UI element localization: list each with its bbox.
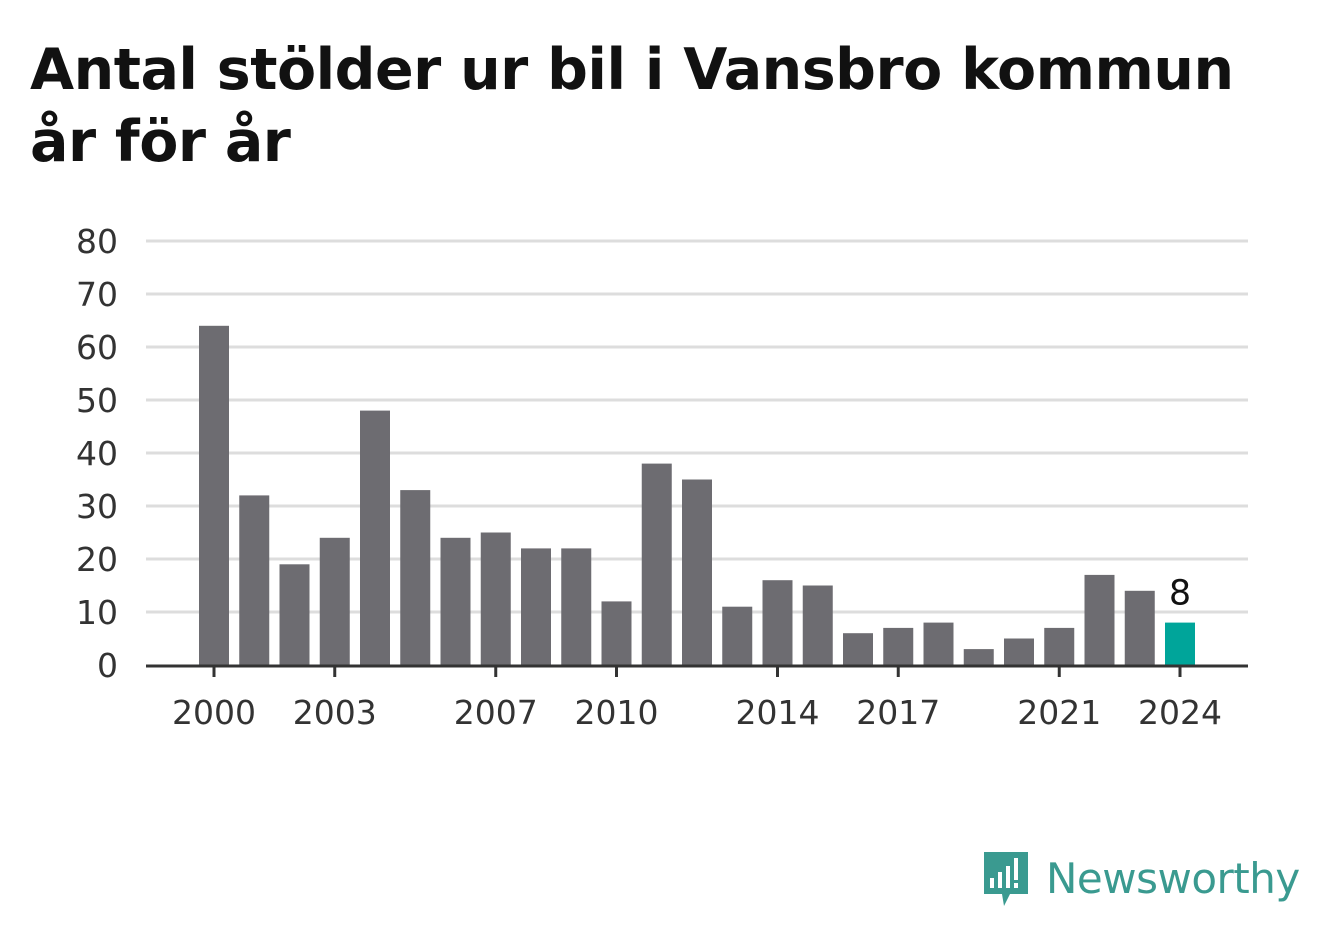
x-tick-label: 2000 — [172, 693, 256, 732]
bar-2017 — [883, 627, 914, 665]
bar-2008 — [521, 548, 551, 665]
x-tick-label: 2024 — [1138, 693, 1222, 732]
y-tick-label: 20 — [76, 540, 118, 579]
x-tick-label: 2010 — [575, 693, 659, 732]
bar-2000 — [199, 325, 229, 665]
data-label-2024: 8 — [1169, 574, 1191, 614]
x-axis — [146, 664, 1248, 677]
bar-2024 — [1165, 622, 1195, 665]
bar-2022 — [1084, 574, 1115, 665]
bar-2007 — [480, 532, 511, 665]
bar-2020 — [1004, 638, 1034, 665]
chart-title-line-1: Antal stölder ur bil i Vansbro kommun — [30, 37, 1234, 103]
bar-2003 — [319, 537, 350, 665]
y-tick-label: 70 — [76, 275, 118, 314]
bar-2004 — [360, 410, 390, 665]
x-tick-label: 2014 — [736, 693, 820, 732]
bar-2016 — [843, 633, 873, 665]
bars — [199, 325, 1195, 665]
bar-2023 — [1124, 590, 1155, 665]
newsworthy-logo-text: Newsworthy — [1046, 854, 1300, 903]
y-tick-label: 50 — [76, 381, 118, 420]
x-tick-label: 2021 — [1017, 693, 1101, 732]
bar-2021 — [1044, 627, 1075, 665]
bar-2010 — [601, 601, 632, 665]
bar-2015 — [802, 585, 833, 665]
bar-2012 — [682, 479, 712, 665]
bar-2009 — [561, 548, 592, 665]
y-tick-label: 40 — [76, 434, 118, 473]
bar-2018 — [923, 622, 954, 665]
bar-2006 — [440, 537, 471, 665]
y-tick-label: 80 — [76, 222, 118, 261]
bar-2019 — [963, 649, 994, 665]
x-tick-label: 2017 — [856, 693, 940, 732]
y-axis-tick-labels: 0 10 20 30 40 50 60 70 80 — [76, 222, 118, 685]
bar-2002 — [279, 564, 310, 665]
bar-2001 — [239, 495, 270, 665]
bar-2014 — [762, 580, 793, 665]
newsworthy-logo: Newsworthy — [980, 848, 1300, 910]
newsworthy-bar-chart-icon — [984, 852, 1028, 906]
bar-2005 — [400, 490, 431, 665]
y-tick-label: 30 — [76, 487, 118, 526]
x-tick-label: 2003 — [293, 693, 377, 732]
y-tick-label: 10 — [76, 593, 118, 632]
x-tick-label: 2007 — [454, 693, 538, 732]
x-axis-tick-labels: 2000 2003 2007 2010 2014 2017 2021 2024 — [172, 693, 1222, 732]
y-tick-label: 0 — [97, 646, 118, 685]
data-labels: 8 — [1169, 574, 1191, 614]
chart-title: Antal stölder ur bil i Vansbro kommun år… — [30, 34, 1290, 178]
y-tick-label: 60 — [76, 328, 118, 367]
bar-2011 — [641, 463, 672, 665]
bar-2013 — [722, 606, 753, 665]
chart-title-line-2: år för år — [30, 109, 291, 175]
